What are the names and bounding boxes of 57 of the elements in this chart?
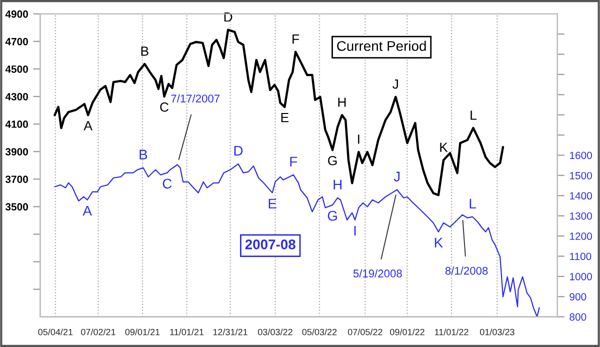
- data-label: J: [392, 80, 398, 89]
- annotation: 8/1/2008: [445, 266, 488, 275]
- data-label: E: [268, 198, 276, 208]
- y2-tick-label: 900: [570, 293, 586, 300]
- data-label: H: [334, 180, 342, 190]
- x-tick-label: 09/01/21: [125, 328, 160, 336]
- x-tick-label: 05/04/21: [38, 328, 73, 336]
- x-tick-label: 01/03/23: [480, 328, 514, 336]
- text: Current Period: [337, 40, 426, 51]
- x-tick-label: 05/03/22: [302, 328, 337, 336]
- y2-tick-label: 800: [570, 313, 586, 321]
- y2-tick-label: 1400: [570, 192, 592, 200]
- y-tick-label: 3500: [5, 203, 28, 211]
- x-tick-label: 07/02/21: [81, 328, 116, 336]
- data-label: L: [470, 198, 476, 208]
- x-tick-label: 09/01/22: [390, 328, 424, 336]
- data-label: B: [140, 150, 148, 160]
- y2-tick-label: 1000: [570, 272, 592, 280]
- data-label: D: [234, 146, 243, 156]
- y2-tick-label: 1600: [570, 152, 592, 160]
- x-tick-label: 07/05/22: [348, 328, 382, 336]
- data-label: G: [328, 156, 337, 166]
- y-tick-label: 3700: [5, 176, 28, 184]
- data-label: K: [440, 142, 448, 152]
- line-series: [54, 28, 504, 196]
- y2-tick-label: 1300: [570, 212, 592, 220]
- data-label: F: [290, 156, 298, 166]
- x-tick-label: 11/01/21: [170, 328, 204, 336]
- data-label: J: [394, 172, 400, 182]
- data-label: H: [338, 98, 346, 107]
- x-tick-label: 12/31/21: [213, 328, 248, 336]
- data-label: K: [434, 238, 443, 248]
- y-tick-label: 3900: [5, 148, 28, 156]
- y2-tick-label: 1500: [570, 172, 592, 180]
- y-tick-label: 4900: [5, 10, 28, 18]
- y2-tick-label: 1200: [570, 232, 592, 240]
- data-label: C: [162, 178, 172, 189]
- y-tick-label: 4700: [5, 38, 28, 46]
- data-label: A: [82, 206, 92, 216]
- x-tick-label: 03/03/22: [258, 328, 292, 336]
- data-label: L: [470, 110, 476, 120]
- data-label: B: [141, 46, 148, 56]
- y-tick-label: 4300: [5, 93, 28, 100]
- data-label: E: [281, 113, 288, 122]
- data-label: F: [292, 34, 300, 44]
- x-tick-label: 11/01/22: [434, 328, 468, 336]
- annotation: 7/17/2007: [171, 94, 220, 102]
- annotation: 5/19/2008: [353, 269, 402, 278]
- data-label: I: [358, 134, 360, 144]
- y-tick-label: 4100: [5, 120, 28, 128]
- y-tick-label: 4500: [5, 65, 28, 73]
- text: 2007-08: [245, 240, 296, 250]
- data-label: I: [354, 226, 356, 236]
- data-label: G: [328, 210, 337, 221]
- y2-tick-label: 1100: [570, 252, 592, 260]
- data-label: C: [160, 102, 168, 112]
- data-label: A: [84, 121, 92, 130]
